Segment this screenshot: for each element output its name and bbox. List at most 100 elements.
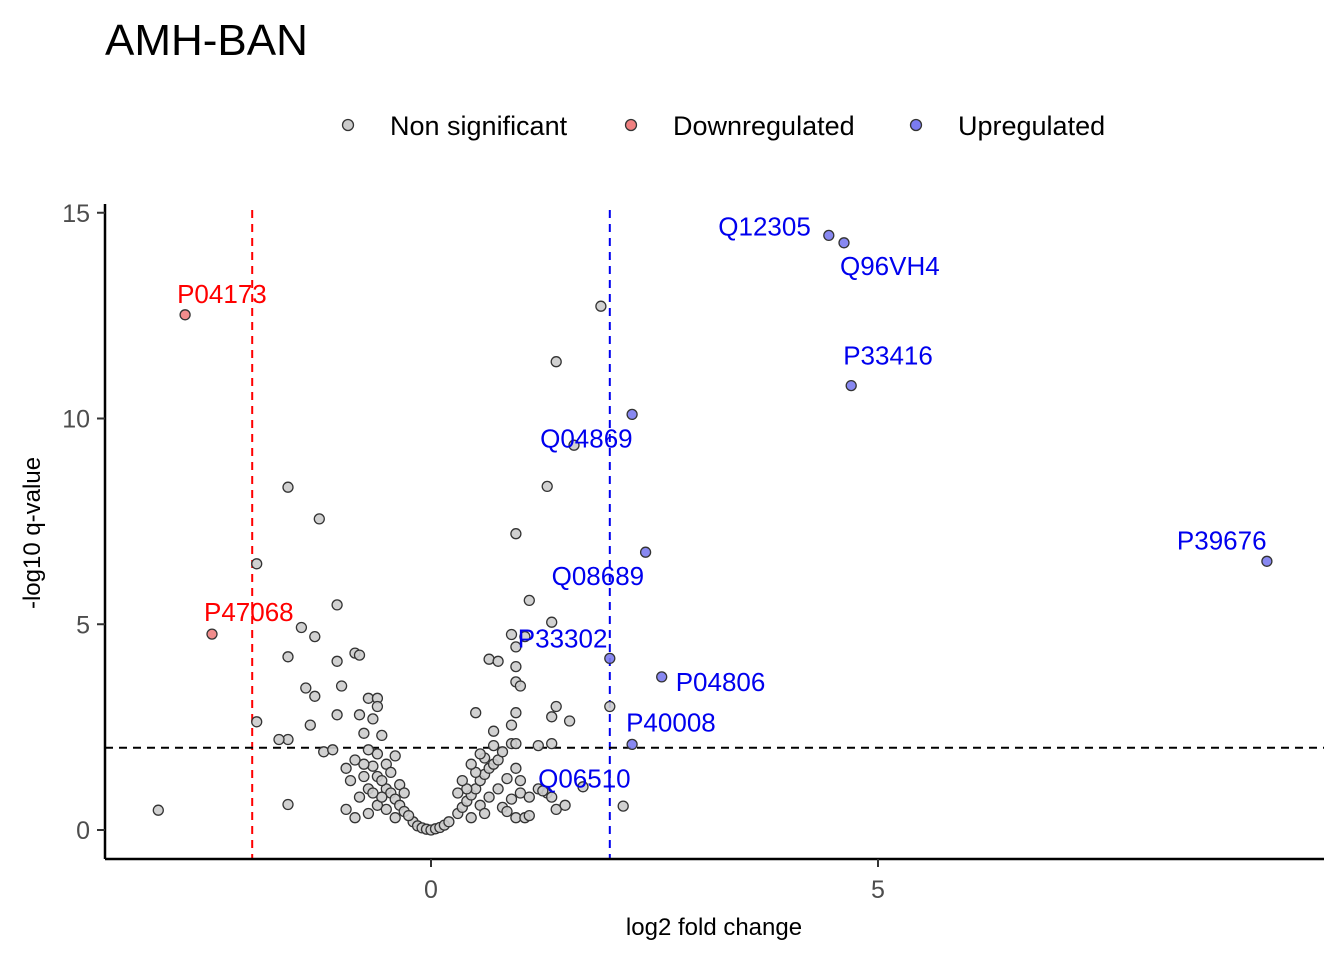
legend-label-non-significant: Non significant: [390, 111, 568, 141]
point-non-significant: [358, 770, 370, 783]
point-non-significant: [331, 655, 343, 667]
point-non-significant: [510, 641, 522, 653]
point-downregulated: [179, 309, 191, 321]
point-non-significant: [371, 700, 384, 713]
point-label: P33302: [518, 623, 608, 653]
point-label: P04806: [676, 667, 766, 697]
point-non-significant: [510, 660, 522, 673]
point-label: Q08689: [552, 561, 645, 591]
point-non-significant: [501, 805, 513, 818]
point-non-significant: [385, 766, 397, 779]
point-non-significant: [282, 651, 294, 663]
point-non-significant: [577, 781, 589, 793]
point-non-significant: [617, 800, 629, 812]
point-non-significant: [282, 481, 294, 493]
legend-key-non-significant: [341, 118, 355, 132]
point-non-significant: [282, 798, 294, 811]
point-non-significant: [550, 700, 562, 713]
point-non-significant: [514, 787, 527, 799]
point-non-significant: [487, 725, 500, 737]
point-non-significant: [389, 750, 401, 762]
point-non-significant: [546, 791, 558, 803]
point-non-significant: [331, 709, 343, 721]
point-non-significant: [251, 558, 263, 570]
point-non-significant: [376, 791, 388, 803]
y-tick-label: 10: [62, 406, 90, 434]
point-upregulated: [639, 546, 652, 558]
point-non-significant: [398, 787, 410, 799]
point-non-significant: [367, 713, 379, 725]
point-non-significant: [273, 733, 285, 746]
point-non-significant: [456, 774, 468, 787]
point-non-significant: [519, 630, 531, 643]
point-non-significant: [501, 772, 513, 785]
point-non-significant: [523, 594, 535, 607]
point-non-significant: [353, 709, 366, 721]
y-tick-label: 0: [76, 817, 90, 845]
point-non-significant: [152, 804, 164, 816]
point-non-significant: [367, 787, 379, 799]
point-non-significant: [309, 690, 321, 702]
point-non-significant: [300, 682, 312, 694]
point-non-significant: [380, 803, 392, 816]
point-upregulated: [656, 671, 668, 683]
point-non-significant: [371, 748, 384, 760]
point-non-significant: [505, 628, 518, 641]
point-label: Q96VH4: [840, 251, 940, 281]
point-upregulated: [838, 237, 850, 249]
point-non-significant: [510, 737, 522, 750]
point-non-significant: [327, 744, 339, 756]
point-label: P04173: [177, 279, 267, 309]
point-non-significant: [514, 774, 527, 787]
point-non-significant: [492, 655, 504, 667]
point-non-significant: [487, 739, 500, 752]
point-non-significant: [362, 807, 375, 820]
y-tick-label: 5: [76, 611, 90, 639]
point-non-significant: [349, 812, 361, 824]
point-non-significant: [550, 803, 562, 816]
point-label: P40008: [626, 707, 716, 737]
legend-label-downregulated: Downregulated: [673, 111, 855, 141]
point-non-significant: [340, 762, 352, 774]
point-non-significant: [505, 719, 518, 731]
point-non-significant: [523, 791, 535, 803]
point-upregulated: [626, 408, 638, 421]
point-non-significant: [510, 762, 522, 774]
point-non-significant: [550, 356, 562, 368]
point-non-significant: [604, 700, 616, 713]
y-tick-label: 15: [62, 200, 90, 228]
point-non-significant: [532, 739, 544, 752]
point-non-significant: [358, 758, 370, 770]
point-non-significant: [546, 711, 558, 723]
legend-label-upregulated: Upregulated: [958, 111, 1105, 141]
point-non-significant: [483, 653, 495, 665]
point-non-significant: [295, 621, 308, 634]
point-non-significant: [568, 439, 580, 451]
point-non-significant: [251, 716, 263, 728]
point-non-significant: [353, 791, 366, 803]
legend-key-downregulated: [624, 118, 638, 132]
point-upregulated: [604, 652, 616, 665]
point-non-significant: [546, 616, 558, 628]
point-non-significant: [452, 787, 464, 799]
point-non-significant: [496, 746, 509, 758]
point-non-significant: [353, 649, 366, 661]
point-downregulated: [206, 628, 218, 640]
point-non-significant: [559, 799, 571, 811]
point-non-significant: [304, 719, 316, 731]
point-non-significant: [443, 816, 455, 828]
legend: Non significant Downregulated Upregulate…: [341, 111, 1105, 141]
point-non-significant: [349, 754, 361, 766]
point-non-significant: [376, 729, 388, 742]
point-non-significant: [483, 791, 495, 803]
point-non-significant: [537, 785, 549, 797]
point-non-significant: [335, 680, 348, 692]
point-non-significant: [313, 513, 325, 525]
point-label: P39676: [1177, 525, 1267, 555]
point-non-significant: [595, 300, 607, 312]
point-non-significant: [362, 744, 375, 756]
point-label: Q12305: [718, 211, 811, 241]
point-non-significant: [331, 599, 343, 611]
point-non-significant: [318, 746, 330, 758]
x-axis-title: log2 fold change: [626, 914, 802, 941]
